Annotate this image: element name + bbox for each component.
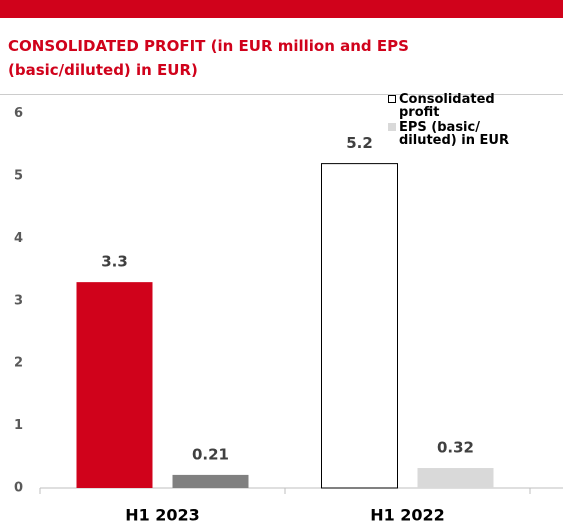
bar xyxy=(417,468,494,488)
y-tick-label: 6 xyxy=(14,106,23,121)
legend-item: Consolidated profit xyxy=(388,93,548,119)
legend-swatch xyxy=(388,95,396,103)
y-tick-label: 0 xyxy=(14,481,23,496)
y-tick-label: 2 xyxy=(14,356,23,371)
value-label: 0.32 xyxy=(437,439,474,457)
x-tick-label: H1 2022 xyxy=(370,506,445,524)
legend-label: Consolidated profit xyxy=(399,92,495,120)
divider xyxy=(0,94,563,95)
legend: Consolidated profit EPS (basic/ diluted) … xyxy=(388,93,548,149)
bar xyxy=(76,282,153,488)
legend-swatch xyxy=(388,123,396,131)
y-tick-label: 1 xyxy=(14,418,23,433)
legend-item: EPS (basic/ diluted) in EUR xyxy=(388,121,548,147)
x-tick-label: H1 2023 xyxy=(125,506,200,524)
value-label: 0.21 xyxy=(192,445,229,463)
legend-label: EPS (basic/ diluted) in EUR xyxy=(399,120,509,148)
bar xyxy=(321,163,398,489)
chart-title: CONSOLIDATED PROFIT (in EUR million and … xyxy=(8,37,409,79)
header-band xyxy=(0,0,563,18)
y-tick-label: 3 xyxy=(14,293,23,308)
value-label: 5.2 xyxy=(346,134,373,152)
value-label: 3.3 xyxy=(101,253,128,271)
y-tick-label: 5 xyxy=(14,169,23,184)
y-tick-label: 4 xyxy=(14,231,23,246)
bar xyxy=(172,474,249,488)
